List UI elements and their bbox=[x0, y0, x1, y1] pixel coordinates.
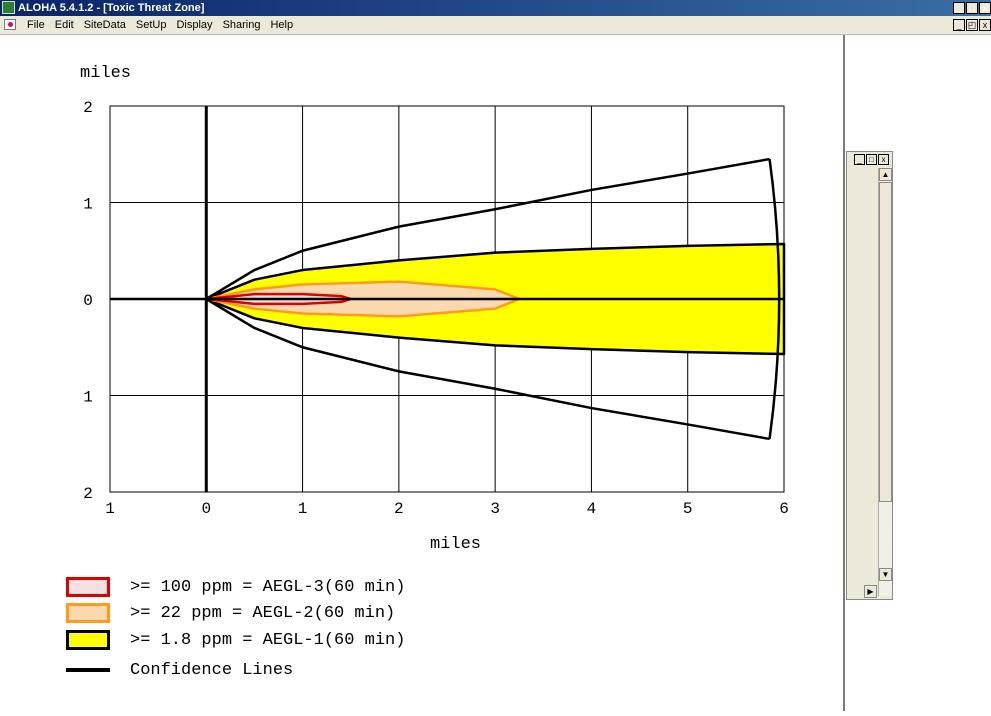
menu-bar: File Edit SiteData SetUp Display Sharing… bbox=[0, 16, 991, 35]
y-tick-label: 1 bbox=[83, 389, 93, 407]
legend-item-aegl2: >= 22 ppm = AEGL-2(60 min) bbox=[66, 600, 395, 626]
y-tick-label: 2 bbox=[83, 485, 93, 503]
aegl2-label: >= 22 ppm = AEGL-2(60 min) bbox=[130, 603, 396, 623]
x-axis-unit-label: miles bbox=[430, 535, 481, 554]
vertical-scrollbar[interactable]: ▲ ▼ bbox=[878, 168, 892, 596]
scroll-down-arrow-icon[interactable]: ▼ bbox=[879, 568, 892, 581]
scroll-up-arrow-icon[interactable]: ▲ bbox=[879, 168, 892, 181]
chart-axes bbox=[110, 106, 784, 492]
menu-sitedata[interactable]: SiteData bbox=[83, 19, 126, 31]
side-maximize-button[interactable]: □ bbox=[866, 154, 877, 165]
menu-sharing[interactable]: Sharing bbox=[222, 19, 261, 31]
chart-grid bbox=[109, 105, 785, 493]
document-window-controls: _ ◰ x bbox=[952, 19, 991, 31]
title-bar: ALOHA 5.4.1.2 - [Toxic Threat Zone] _ □ … bbox=[0, 0, 991, 16]
window-title: ALOHA 5.4.1.2 - [Toxic Threat Zone] bbox=[18, 2, 205, 14]
legend-item-aegl1: >= 1.8 ppm = AEGL-1(60 min) bbox=[66, 627, 405, 653]
legend-item-confidence: Confidence Lines bbox=[66, 657, 293, 683]
x-tick-label: 5 bbox=[683, 500, 693, 518]
x-tick-label: 4 bbox=[587, 500, 597, 518]
maximize-button[interactable]: □ bbox=[966, 2, 978, 14]
aegl1-label: >= 1.8 ppm = AEGL-1(60 min) bbox=[130, 630, 406, 650]
menu-help[interactable]: Help bbox=[270, 19, 294, 31]
confidence-line-lower bbox=[205, 297, 770, 441]
side-text-window: _ □ x ▲ ▼ ▶ bbox=[846, 151, 893, 600]
close-button[interactable]: x bbox=[979, 2, 991, 14]
aegl3-swatch bbox=[66, 577, 110, 597]
y-tick-label: 1 bbox=[83, 196, 93, 214]
confidence-line-swatch bbox=[66, 668, 110, 672]
document-icon[interactable] bbox=[4, 19, 16, 30]
side-window-controls: _ □ x bbox=[853, 154, 889, 165]
window-controls: _ □ x bbox=[952, 2, 991, 14]
scrollbar-thumb[interactable] bbox=[879, 182, 892, 502]
aegl3-label: >= 100 ppm = AEGL-3(60 min) bbox=[130, 577, 406, 597]
side-close-button[interactable]: x bbox=[878, 154, 889, 165]
doc-close-button[interactable]: x bbox=[979, 19, 991, 31]
x-tick-label: 2 bbox=[394, 500, 404, 518]
y-tick-label: 2 bbox=[83, 99, 93, 117]
x-tick-label: 3 bbox=[490, 500, 500, 518]
confidence-line-upper bbox=[205, 157, 770, 301]
x-tick-label: 6 bbox=[779, 500, 789, 518]
aegl1-swatch bbox=[66, 630, 110, 650]
menu-file[interactable]: File bbox=[27, 19, 45, 31]
x-tick-label: 0 bbox=[201, 500, 211, 518]
aegl2-swatch bbox=[66, 603, 110, 623]
aloha-app-icon[interactable] bbox=[2, 1, 15, 14]
scroll-right-arrow-icon[interactable]: ▶ bbox=[864, 585, 877, 598]
y-axis-unit-label: miles bbox=[80, 64, 131, 83]
y-tick-label: 0 bbox=[83, 292, 93, 310]
menu-display[interactable]: Display bbox=[176, 19, 213, 31]
window-splitter[interactable] bbox=[843, 35, 845, 711]
confidence-label: Confidence Lines bbox=[130, 660, 294, 680]
menu-edit[interactable]: Edit bbox=[54, 19, 74, 31]
doc-restore-button[interactable]: ◰ bbox=[966, 19, 978, 31]
minimize-button[interactable]: _ bbox=[953, 2, 965, 14]
x-tick-label: 1 bbox=[105, 500, 115, 518]
x-tick-label: 1 bbox=[298, 500, 308, 518]
doc-minimize-button[interactable]: _ bbox=[953, 19, 965, 31]
legend-item-aegl3: >= 100 ppm = AEGL-3(60 min) bbox=[66, 574, 405, 600]
side-minimize-button[interactable]: _ bbox=[854, 154, 865, 165]
menu-setup[interactable]: SetUp bbox=[135, 19, 167, 31]
